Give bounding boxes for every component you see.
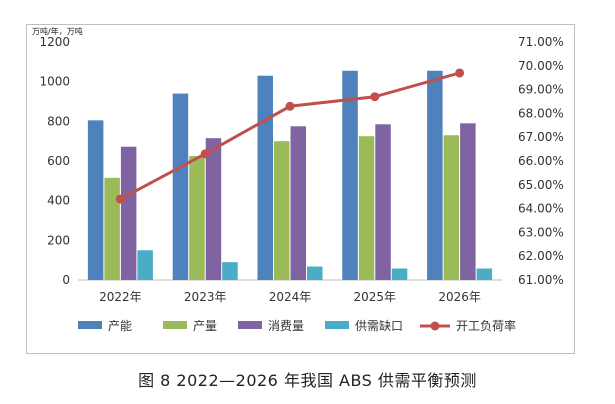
legend-label: 开工负荷率 bbox=[456, 318, 516, 333]
bars bbox=[87, 70, 493, 281]
right-axis-tick-label: 62.00% bbox=[518, 249, 564, 263]
line-point bbox=[455, 68, 465, 78]
legend-swatch bbox=[163, 321, 187, 329]
legend-swatch-marker bbox=[430, 321, 440, 331]
left-axis-unit-label: 万吨/年，万吨 bbox=[32, 26, 83, 36]
legend: 产能 产量 消费量 供需缺口 开工负荷率 bbox=[78, 318, 516, 333]
x-axis-tick-label: 2022年 bbox=[99, 290, 142, 304]
legend-label: 消费量 bbox=[268, 319, 304, 333]
x-axis-tick-label: 2026年 bbox=[438, 290, 481, 304]
bar bbox=[189, 156, 205, 280]
right-axis-tick-label: 66.00% bbox=[518, 154, 564, 168]
bar bbox=[307, 266, 323, 280]
right-axis-tick-label: 67.00% bbox=[518, 130, 564, 144]
legend-swatch bbox=[78, 321, 102, 329]
bar bbox=[443, 135, 460, 280]
line-point bbox=[370, 92, 380, 102]
x-axis-tick-label: 2025年 bbox=[354, 290, 397, 304]
bar bbox=[120, 146, 137, 280]
bar bbox=[391, 268, 408, 280]
bar bbox=[476, 268, 493, 280]
right-axis-tick-label: 63.00% bbox=[518, 225, 564, 239]
left-axis-tick-label: 200 bbox=[47, 233, 70, 247]
axes: 0 200 400 600 800 1000 1200 61.00% 62.00% 63.00% 6… bbox=[39, 35, 563, 304]
left-axis-tick-label: 400 bbox=[47, 194, 70, 208]
right-axis-tick-label: 71.00% bbox=[518, 35, 564, 49]
right-axis-tick-label: 68.00% bbox=[518, 106, 564, 120]
right-axis-tick-label: 69.00% bbox=[518, 83, 564, 97]
legend-label: 产能 bbox=[108, 319, 132, 333]
bar bbox=[222, 262, 238, 280]
figure-caption: 图 8 2022—2026 年我国 ABS 供需平衡预测 bbox=[138, 371, 477, 390]
bar bbox=[257, 75, 273, 280]
line-series-path bbox=[119, 71, 461, 201]
bar bbox=[137, 250, 153, 280]
legend-label: 产量 bbox=[193, 319, 217, 333]
legend-label: 供需缺口 bbox=[355, 318, 403, 333]
legend-swatch bbox=[238, 321, 262, 329]
right-axis-tick-label: 64.00% bbox=[518, 202, 564, 216]
bar bbox=[375, 124, 391, 280]
legend-swatch bbox=[325, 321, 349, 329]
bar bbox=[460, 123, 476, 280]
bar bbox=[358, 136, 375, 280]
bar bbox=[172, 93, 189, 280]
line-point bbox=[200, 149, 210, 159]
left-axis-tick-label: 0 bbox=[62, 273, 70, 287]
bar bbox=[87, 120, 104, 280]
bar bbox=[427, 70, 443, 280]
right-axis-tick-label: 61.00% bbox=[518, 273, 564, 287]
bar bbox=[274, 141, 290, 280]
bar bbox=[342, 70, 358, 280]
line-series bbox=[115, 68, 465, 204]
right-axis-tick-label: 70.00% bbox=[518, 59, 564, 73]
left-axis-tick-label: 1200 bbox=[39, 35, 70, 49]
x-axis-tick-label: 2024年 bbox=[269, 290, 312, 304]
bar bbox=[205, 138, 222, 280]
left-axis-tick-label: 800 bbox=[47, 114, 70, 128]
bar bbox=[290, 126, 306, 281]
right-axis-tick-label: 65.00% bbox=[518, 178, 564, 192]
left-axis-tick-label: 1000 bbox=[39, 75, 70, 89]
line-point bbox=[285, 101, 295, 111]
chart-frame bbox=[26, 24, 575, 354]
line-point bbox=[115, 194, 125, 204]
x-axis-tick-label: 2023年 bbox=[184, 290, 227, 304]
left-axis-tick-label: 600 bbox=[47, 154, 70, 168]
bar bbox=[104, 177, 120, 280]
